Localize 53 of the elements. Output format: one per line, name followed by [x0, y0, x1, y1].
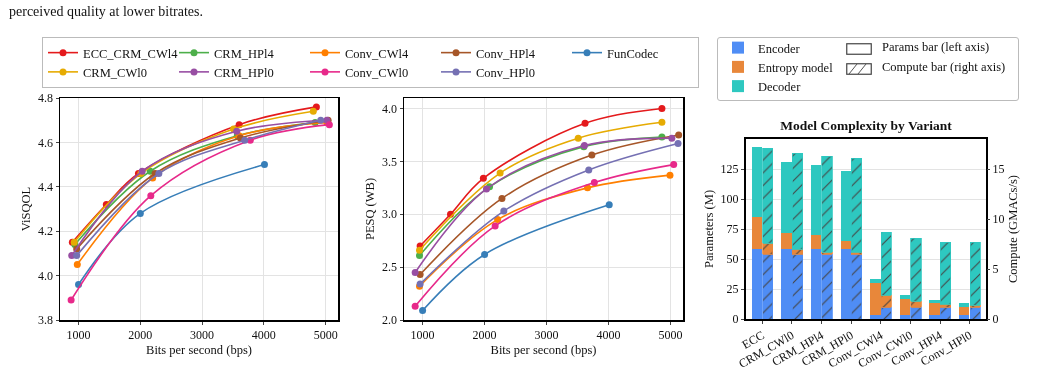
y-tick-label: 3.0	[382, 207, 398, 222]
legend-label: Conv_CWl0	[345, 65, 409, 80]
legend-label: ECC_CRM_CWl4	[83, 46, 179, 61]
x-tick-label: 4000	[596, 327, 621, 342]
x-tick-label: 4000	[251, 327, 276, 342]
x-tick-label: 5000	[313, 327, 338, 342]
y-axis-title: ViSQOL	[19, 186, 34, 232]
legend-label: Conv_HPl0	[476, 65, 536, 80]
y-tick-label: 4.0	[382, 101, 398, 116]
legend-label: CRM_CWl0	[83, 65, 147, 80]
y2-tick-label: 15	[992, 162, 1005, 177]
x-tick-label: 5000	[658, 327, 683, 342]
x-axis-title: Bits per second (bps)	[146, 342, 252, 357]
x-axis-title: Bits per second (bps)	[490, 342, 597, 357]
legend-label: Conv_CWl4	[345, 46, 409, 61]
y-tick-label: 4.0	[38, 268, 54, 283]
y-tick-label: 4.4	[38, 180, 54, 194]
y-tick-label: 2.5	[382, 260, 398, 275]
x-tick-label: 2000	[472, 327, 497, 342]
y-tick-label: 25	[726, 282, 739, 297]
y-tick-label: 3.8	[38, 313, 54, 328]
legend-label: CRM_HPl4	[214, 46, 275, 61]
x-tick-label: 1000	[410, 327, 435, 342]
y2-tick-label: 0	[992, 312, 999, 327]
text: perceived quality at lower bitrates.	[9, 4, 203, 19]
y-tick-label: 50	[726, 252, 739, 267]
y-tick-label: 4.6	[38, 135, 54, 150]
y-tick-label: 75	[726, 222, 739, 237]
x-tick-label: 1000	[66, 327, 91, 342]
y-axis-title: Parameters (M)	[702, 189, 717, 269]
y-axis-title: PESQ (WB)	[363, 177, 378, 241]
y-tick-label: 2.0	[382, 313, 398, 328]
x-tick-label: 2000	[128, 327, 153, 342]
y-tick-label: 0	[732, 312, 739, 327]
y2-tick-label: 5	[992, 262, 999, 277]
y2-axis-title: Compute (GMACs/s)	[1005, 175, 1020, 283]
y-tick-label: 4.2	[38, 224, 54, 239]
legend-label: Entropy model	[758, 60, 834, 75]
legend-label: FunCodec	[607, 46, 659, 61]
x-tick-label: 3000	[190, 327, 215, 342]
y-tick-label: 100	[720, 192, 739, 207]
y2-tick-label: 10	[992, 212, 1005, 227]
legend-label: CRM_HPl0	[214, 65, 274, 80]
legend-label: Decoder	[758, 80, 802, 94]
y-tick-label: 3.5	[382, 154, 398, 169]
legend-label: Encoder	[758, 41, 801, 56]
y-tick-label: 125	[720, 162, 739, 177]
text: Params bar (left axis)	[882, 40, 990, 54]
legend-label: Conv_HPl4	[476, 46, 536, 61]
x-tick-label: 3000	[534, 327, 559, 342]
chart-title: Model Complexity by Variant	[780, 117, 953, 133]
y-tick-label: 4.8	[38, 91, 54, 106]
text: Compute bar (right axis)	[882, 60, 1006, 74]
